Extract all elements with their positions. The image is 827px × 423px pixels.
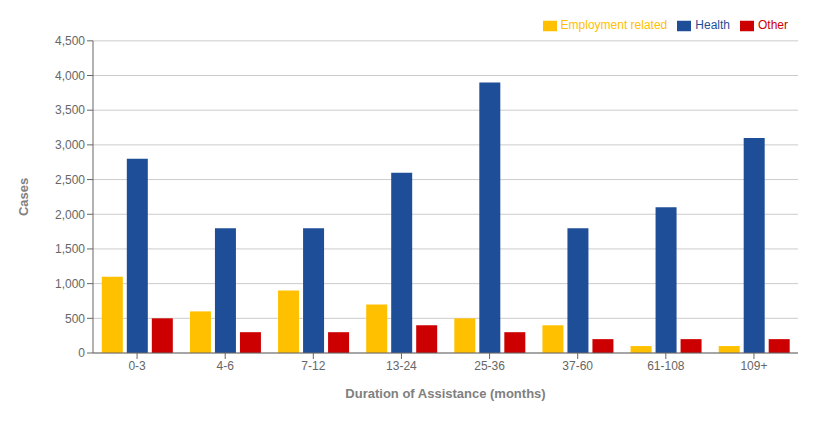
svg-text:37-60: 37-60 xyxy=(562,359,593,373)
html-text:Employment related: Employment related xyxy=(560,18,668,32)
html-text:Other: Other xyxy=(758,18,788,32)
svg-text:4-6: 4-6 xyxy=(217,359,235,373)
svg-text:1,000: 1,000 xyxy=(55,277,85,291)
svg-text:4,000: 4,000 xyxy=(55,69,85,83)
svg-text:7-12: 7-12 xyxy=(301,359,325,373)
svg-text:13-24: 13-24 xyxy=(386,359,417,373)
svg-text:3,500: 3,500 xyxy=(55,103,85,117)
svg-text:3,000: 3,000 xyxy=(55,138,85,152)
svg-text:0: 0 xyxy=(78,346,85,360)
svg-text:Cases: Cases xyxy=(16,178,31,216)
svg-text:500: 500 xyxy=(65,312,85,326)
html-text:Health: Health xyxy=(695,18,730,32)
svg-text:61-108: 61-108 xyxy=(647,359,685,373)
svg-text:109+: 109+ xyxy=(740,359,767,373)
svg-text:4,500: 4,500 xyxy=(55,34,85,48)
svg-text:0-3: 0-3 xyxy=(128,359,146,373)
svg-text:2,000: 2,000 xyxy=(55,208,85,222)
svg-text:Duration of Assistance (months: Duration of Assistance (months) xyxy=(345,386,545,401)
svg-text:2,500: 2,500 xyxy=(55,173,85,187)
svg-text:25-36: 25-36 xyxy=(474,359,505,373)
svg-text:1,500: 1,500 xyxy=(55,242,85,256)
